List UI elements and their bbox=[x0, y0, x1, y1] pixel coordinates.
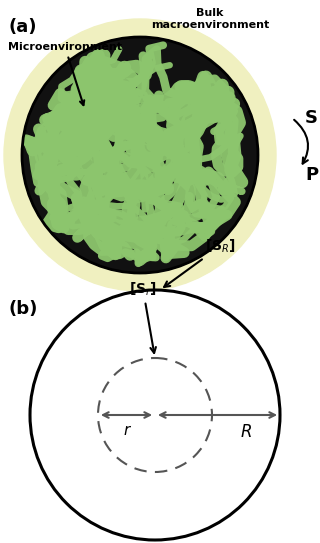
Text: [S$_r$]: [S$_r$] bbox=[129, 281, 157, 353]
Text: R: R bbox=[240, 423, 252, 441]
Text: (a): (a) bbox=[8, 18, 36, 36]
Text: (b): (b) bbox=[8, 300, 37, 318]
Text: P: P bbox=[305, 166, 318, 184]
Text: Bulk
macroenvironment: Bulk macroenvironment bbox=[151, 8, 269, 30]
Text: [S$_R$]: [S$_R$] bbox=[164, 238, 236, 287]
Circle shape bbox=[4, 19, 276, 291]
Text: r: r bbox=[124, 423, 130, 438]
Circle shape bbox=[22, 37, 258, 273]
Text: S: S bbox=[305, 109, 318, 127]
Text: Microenvironment: Microenvironment bbox=[8, 42, 122, 105]
